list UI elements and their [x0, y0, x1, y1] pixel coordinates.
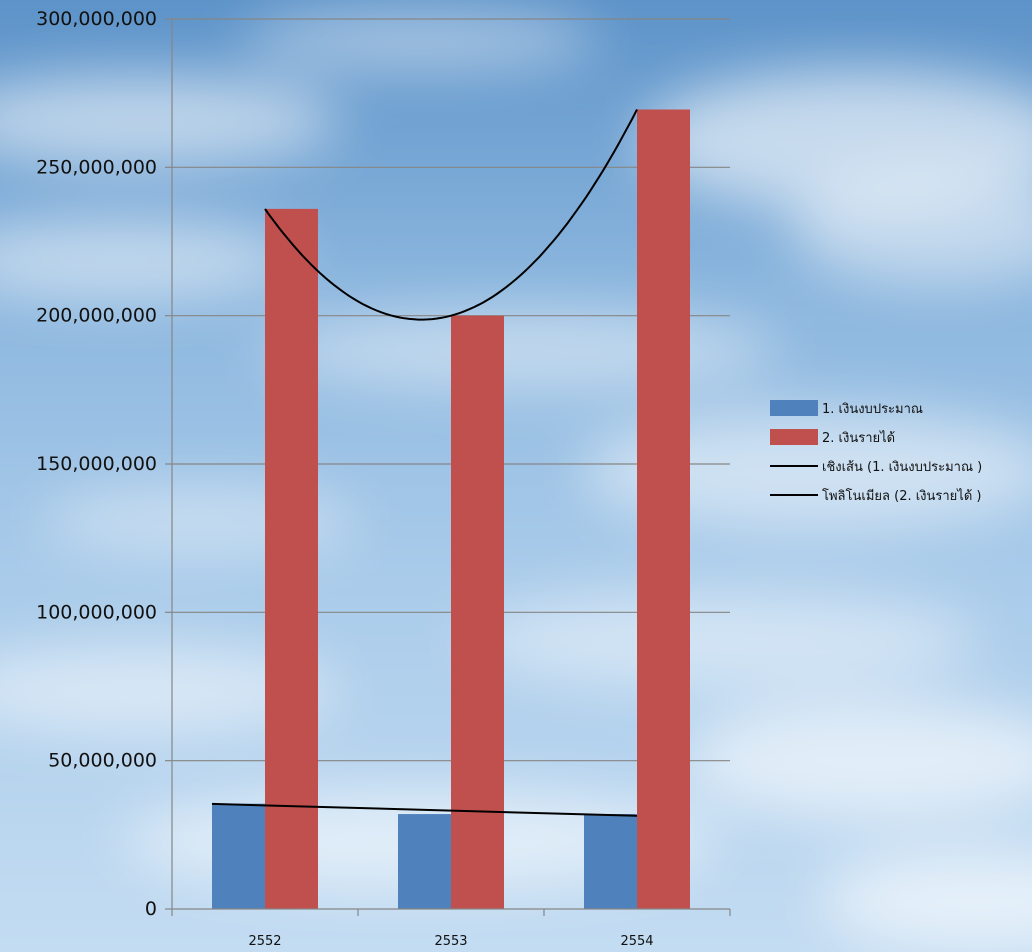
- x-tick-label: 2553: [434, 934, 467, 949]
- legend-item-series-1: 1. เงินงบประมาณ: [770, 398, 982, 418]
- y-tick-label: 200,000,000: [36, 305, 157, 327]
- bars: [212, 109, 690, 910]
- y-tick-label: 0: [145, 898, 157, 920]
- axes: [171, 19, 731, 916]
- legend-swatch-polynomial-trend: [770, 494, 818, 496]
- y-axis-tick-labels: 0 50,000,000 100,000,000 150,000,000 200,000…: [36, 8, 157, 920]
- x-tick-label: 2552: [248, 934, 281, 949]
- bar-series-1-2553: [398, 814, 451, 909]
- bar-series-2-2553: [451, 315, 504, 910]
- y-tick-label: 250,000,000: [36, 156, 157, 178]
- y-tick-label: 100,000,000: [36, 601, 157, 623]
- legend-label-series-1: 1. เงินงบประมาณ: [822, 401, 923, 417]
- legend-label-series-2: 2. เงินรายได้: [822, 430, 896, 446]
- y-tick-label: 50,000,000: [48, 750, 157, 772]
- legend-label-linear-trend: เชิงเส้น (1. เงินงบประมาณ ): [822, 459, 983, 475]
- chart-legend: 1. เงินงบประมาณ 2. เงินรายได้ เชิงเส้น (…: [770, 398, 982, 514]
- bar-series-2-2552: [265, 208, 318, 909]
- linear-trendline: [211, 802, 638, 817]
- x-axis-tick-labels: 2552 2553 2554: [248, 934, 653, 949]
- legend-item-series-2: 2. เงินรายได้: [770, 427, 982, 447]
- bar-series-2-2554: [637, 109, 690, 909]
- legend-item-polynomial-trend: โพลิโนเมียล (2. เงินรายได้ ): [770, 485, 982, 505]
- x-tick-label: 2554: [620, 934, 653, 949]
- polynomial-trendline: [264, 109, 638, 321]
- y-tick-label: 150,000,000: [36, 453, 157, 475]
- legend-swatch-linear-trend: [770, 465, 818, 467]
- y-tick-label: 300,000,000: [36, 8, 157, 30]
- legend-item-linear-trend: เชิงเส้น (1. เงินงบประมาณ ): [770, 456, 982, 476]
- legend-label-polynomial-trend: โพลิโนเมียล (2. เงินรายได้ ): [822, 488, 982, 504]
- bar-series-1-2554: [584, 814, 637, 909]
- legend-swatch-series-2: [770, 429, 818, 445]
- legend-swatch-series-1: [770, 400, 818, 416]
- trendlines: [211, 109, 638, 817]
- bar-series-1-2552: [212, 803, 265, 909]
